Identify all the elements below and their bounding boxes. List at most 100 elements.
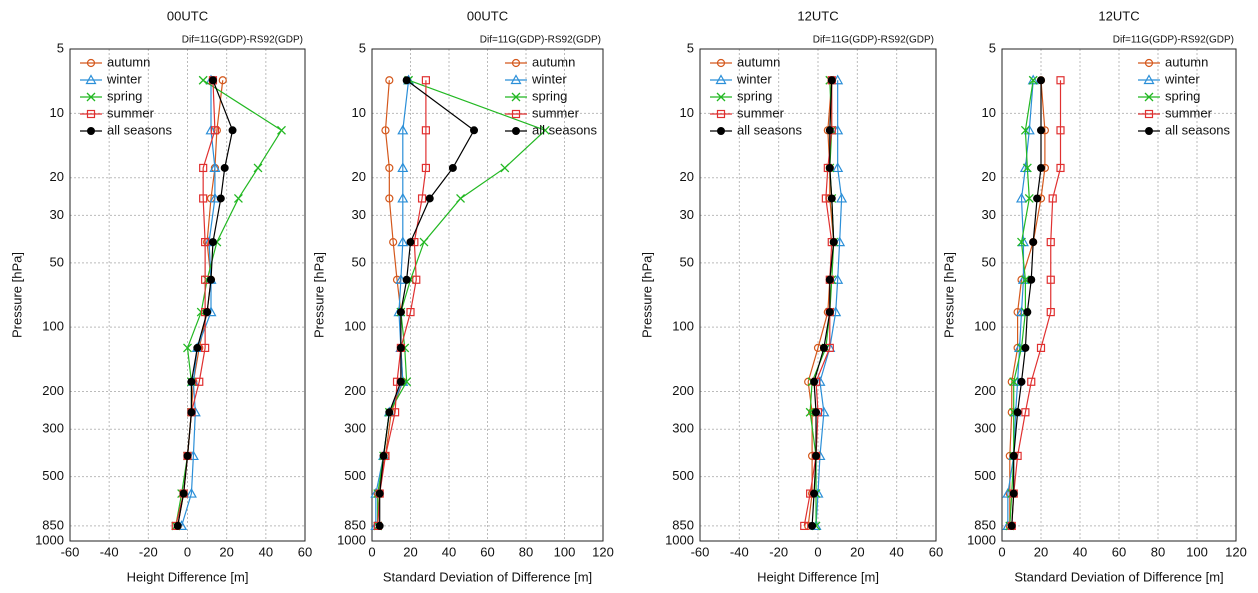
legend-label: spring xyxy=(737,88,772,103)
x-axis-label: Height Difference [m] xyxy=(757,569,879,584)
marker xyxy=(1037,163,1045,172)
y-tick-label: 5 xyxy=(57,40,64,55)
marker xyxy=(812,408,821,417)
x-tick-label: -40 xyxy=(730,544,749,559)
marker xyxy=(1046,237,1055,247)
legend-marker xyxy=(87,127,95,135)
legend-label: all seasons xyxy=(107,122,173,137)
y-tick-label: 30 xyxy=(680,207,694,222)
y-tick-label: 5 xyxy=(359,40,366,55)
legend-marker xyxy=(717,127,725,135)
marker xyxy=(1009,489,1018,498)
marker xyxy=(421,76,430,85)
y-tick-label: 20 xyxy=(352,169,366,184)
marker xyxy=(179,489,188,498)
marker xyxy=(1021,408,1030,417)
legend-label: winter xyxy=(1164,71,1200,86)
y-tick-label: 200 xyxy=(344,383,366,398)
legend-label: winter xyxy=(106,71,142,86)
marker xyxy=(201,237,210,247)
x-tick-label: 120 xyxy=(1225,544,1247,559)
marker xyxy=(406,307,415,317)
y-tick-label: 20 xyxy=(680,169,694,184)
legend-label: spring xyxy=(1165,88,1200,103)
marker xyxy=(381,126,390,135)
y-tick-label: 1000 xyxy=(337,532,366,547)
legend-marker xyxy=(1144,92,1154,102)
marker xyxy=(829,238,838,247)
chart-title: 12UTC xyxy=(1098,8,1139,23)
marker xyxy=(1046,275,1055,284)
marker xyxy=(185,487,197,498)
chart-subtitle: Dif=11G(GDP)-RS92(GDP) xyxy=(813,35,934,46)
legend-label: autumn xyxy=(737,54,780,69)
y-tick-label: 850 xyxy=(42,517,64,532)
y-axis-label: Pressure [hPa] xyxy=(941,252,956,338)
chart-title: 00UTC xyxy=(467,8,508,23)
y-tick-label: 10 xyxy=(680,105,694,120)
x-tick-label: -20 xyxy=(139,544,158,559)
y-tick-label: 500 xyxy=(344,468,366,483)
legend-label: summer xyxy=(737,105,785,120)
x-tick-label: 20 xyxy=(1034,544,1048,559)
marker xyxy=(812,451,821,460)
marker xyxy=(419,237,429,247)
legend-label: all seasons xyxy=(737,122,803,137)
marker xyxy=(819,343,828,352)
marker xyxy=(195,377,204,386)
chart-subtitle: Dif=11G(GDP)-RS92(GDP) xyxy=(1113,35,1234,46)
x-tick-label: -20 xyxy=(769,544,788,559)
x-axis-label: Height Difference [m] xyxy=(127,569,249,584)
marker xyxy=(1046,307,1055,317)
marker xyxy=(421,163,430,173)
marker xyxy=(396,343,405,352)
legend-label: winter xyxy=(531,71,567,86)
marker xyxy=(1009,451,1018,460)
marker xyxy=(1036,343,1046,353)
legend-label: autumn xyxy=(107,54,150,69)
panel: -60 -40 -20 0 20 40 60 5 10 20 30 50 100 200 300 500 850… xyxy=(9,8,312,584)
x-tick-label: 100 xyxy=(554,544,576,559)
marker xyxy=(385,408,394,417)
y-tick-label: 200 xyxy=(672,383,694,398)
legend-marker xyxy=(511,58,521,68)
marker xyxy=(470,126,479,135)
legend-label: spring xyxy=(532,88,567,103)
marker xyxy=(1015,192,1028,203)
x-tick-label: 20 xyxy=(219,544,233,559)
y-tick-label: 100 xyxy=(344,319,366,334)
marker xyxy=(1056,76,1065,85)
x-tick-label: 100 xyxy=(1186,544,1208,559)
marker xyxy=(1056,163,1065,173)
legend-label: summer xyxy=(1165,105,1213,120)
marker xyxy=(421,126,430,135)
legend-marker xyxy=(510,74,522,85)
y-tick-label: 10 xyxy=(982,105,996,120)
marker xyxy=(233,193,243,203)
x-tick-label: 40 xyxy=(889,544,903,559)
marker xyxy=(183,343,192,353)
x-tick-label: -60 xyxy=(61,544,80,559)
x-tick-label: 40 xyxy=(442,544,456,559)
chart-title: 00UTC xyxy=(167,8,208,23)
marker xyxy=(832,274,844,284)
marker xyxy=(375,489,384,498)
legend-marker xyxy=(1145,127,1153,135)
marker xyxy=(228,126,237,135)
panel: 0 20 40 60 80 100 120 5 10 20 30 50 100 200 300 500 8501… xyxy=(311,8,613,584)
marker xyxy=(209,162,221,173)
marker xyxy=(406,238,415,247)
y-tick-label: 30 xyxy=(50,207,64,222)
marker xyxy=(832,162,844,173)
marker xyxy=(1022,163,1032,173)
marker xyxy=(425,194,434,203)
series-line xyxy=(379,79,475,526)
marker xyxy=(385,194,394,203)
y-tick-label: 100 xyxy=(42,319,64,334)
legend-marker xyxy=(511,92,521,102)
y-tick-label: 300 xyxy=(42,421,64,436)
marker xyxy=(199,163,208,173)
legend-marker xyxy=(715,74,727,85)
marker xyxy=(203,308,212,317)
